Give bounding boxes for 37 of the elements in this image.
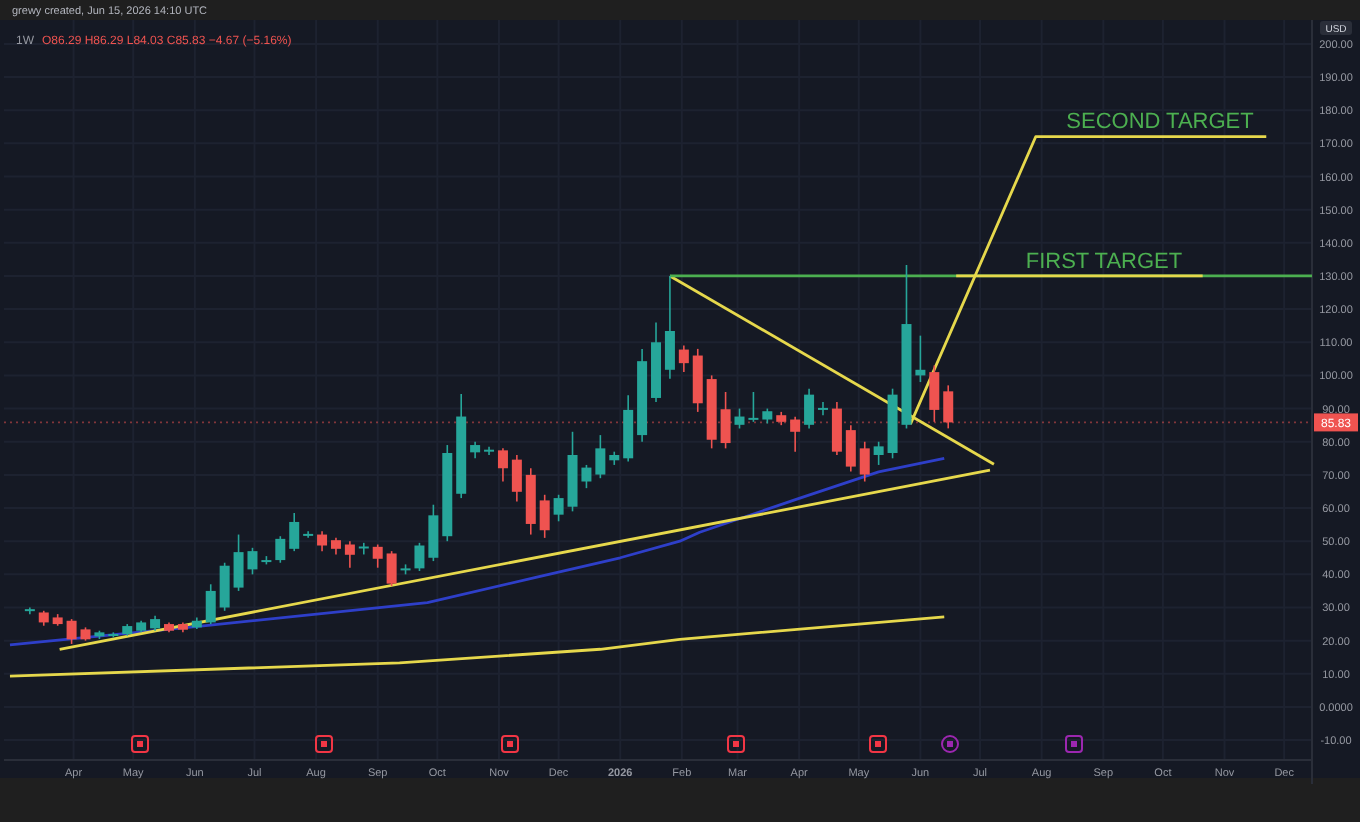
candlestick: [692, 348, 703, 413]
candlestick: [289, 512, 300, 552]
line-series: [8, 615, 946, 678]
candlestick: [66, 618, 77, 645]
candlestick: [205, 583, 216, 625]
candlestick: [386, 550, 397, 587]
candlestick: [804, 387, 815, 430]
candlestick: [275, 535, 286, 564]
candlestick: [831, 401, 842, 456]
candlestick: [484, 445, 495, 456]
candlestick: [24, 606, 35, 615]
candlestick: [372, 543, 383, 569]
candlestick: [595, 434, 606, 479]
candlestick: [497, 447, 508, 483]
candlestick: [678, 344, 689, 373]
candlestick: [943, 384, 954, 430]
candlestick: [845, 424, 856, 473]
candlestick: [929, 364, 940, 423]
annotation: SECOND TARGET: [1066, 110, 1255, 134]
candlestick: [873, 440, 884, 466]
candlestick: [317, 530, 328, 552]
candlestick: [859, 440, 870, 483]
annotation: FIRST TARGET: [1025, 250, 1183, 274]
line-series: [8, 456, 946, 647]
candlestick: [539, 493, 550, 539]
candlestick: [720, 391, 731, 450]
candlestick: [358, 542, 369, 556]
candlestick: [219, 561, 230, 612]
candlestick: [303, 530, 314, 539]
candlestick: [553, 493, 564, 523]
candlestick: [817, 401, 828, 417]
candlestick: [414, 542, 425, 572]
candlestick: [511, 454, 522, 503]
candlestick: [344, 540, 355, 569]
candlestick: [428, 503, 439, 562]
candlestick: [790, 416, 801, 453]
candlestick: [664, 275, 675, 380]
